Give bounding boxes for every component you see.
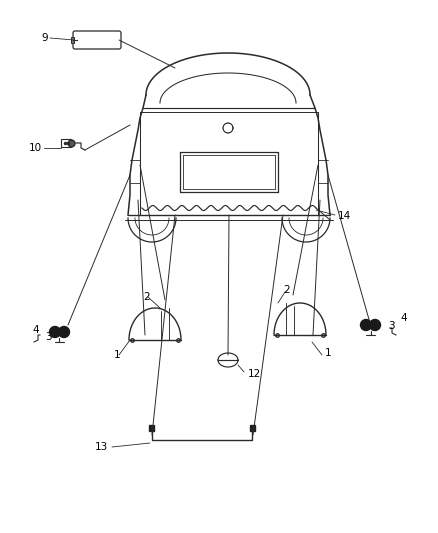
Text: 4: 4 [33, 325, 39, 335]
Bar [250, 425, 255, 431]
Bar [71, 37, 74, 43]
Text: 9: 9 [41, 33, 48, 43]
Text: 2: 2 [143, 292, 150, 302]
Text: 1: 1 [325, 348, 332, 358]
Circle shape [49, 327, 60, 337]
Text: 4: 4 [400, 313, 406, 323]
Text: 12: 12 [248, 369, 261, 379]
Text: 2: 2 [283, 285, 290, 295]
Text: 1: 1 [114, 350, 120, 360]
Text: 14: 14 [338, 211, 351, 221]
Text: 13: 13 [95, 442, 108, 452]
Circle shape [360, 319, 371, 330]
Text: 3: 3 [45, 332, 51, 342]
Text: 3: 3 [388, 321, 395, 331]
Text: 10: 10 [29, 143, 42, 153]
Circle shape [59, 327, 70, 337]
Bar [149, 425, 154, 431]
Circle shape [370, 319, 381, 330]
